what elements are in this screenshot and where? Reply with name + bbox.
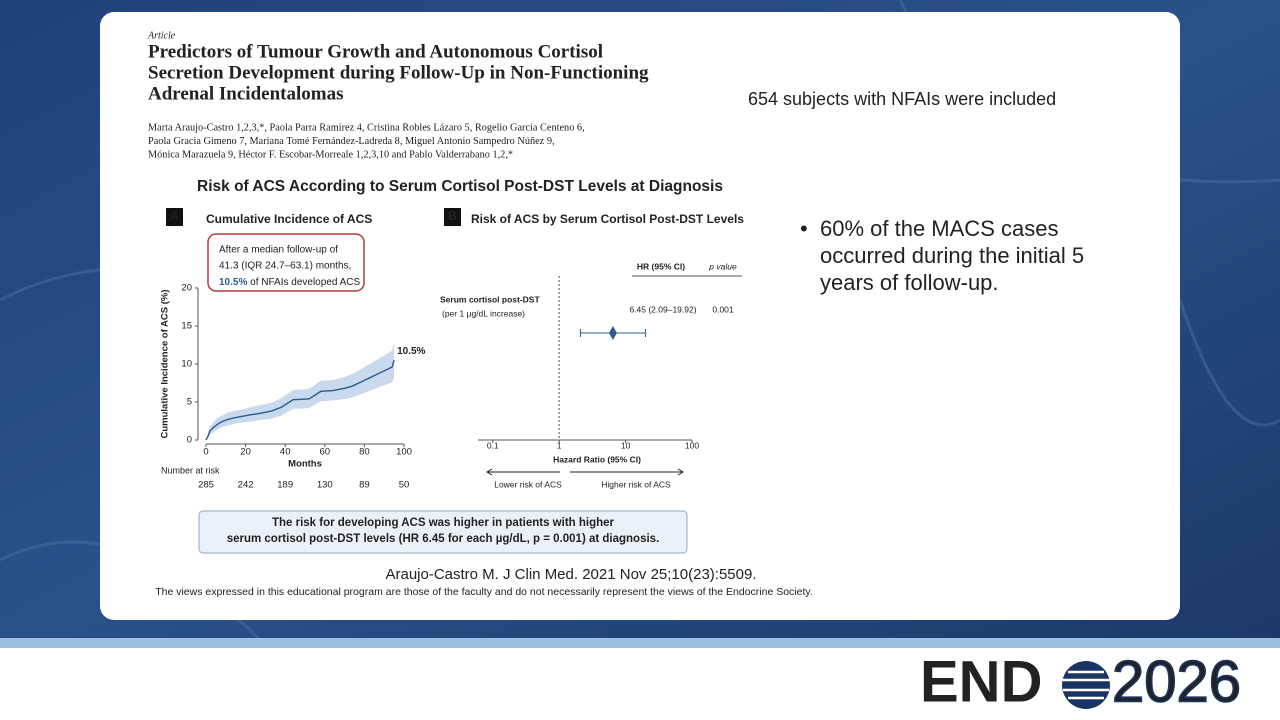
logo-text: END	[920, 649, 1042, 714]
citation: Araujo-Castro M. J Clin Med. 2021 Nov 25…	[385, 566, 756, 583]
article-authors: Paola Gracia Gimeno 7, Mariana Tomé Fern…	[148, 136, 555, 147]
x-tick-label: 60	[320, 447, 331, 458]
panel-title: Risk of ACS by Serum Cortisol Post-DST L…	[471, 212, 744, 226]
y-tick-label: 5	[187, 397, 192, 408]
risk-value: 189	[277, 480, 293, 491]
conclusion-text: serum cortisol post-DST levels (HR 6.45 …	[227, 533, 660, 545]
bullet-text: years of follow-up.	[820, 270, 999, 295]
arrow-label: Lower risk of ACS	[494, 479, 562, 489]
arrow-label: Higher risk of ACS	[601, 479, 671, 489]
x-tick-label: 40	[280, 447, 291, 458]
article-kind: Article	[147, 30, 176, 41]
risk-value: 50	[399, 480, 410, 491]
bullet-text: 60% of the MACS cases	[820, 216, 1058, 241]
row-sublabel: (per 1 µg/dL increase)	[442, 308, 525, 318]
x-axis-label: Hazard Ratio (95% CI)	[553, 454, 641, 464]
callout-text: of NFAIs developed ACS	[247, 277, 360, 288]
figure-title: Risk of ACS According to Serum Cortisol …	[197, 178, 723, 195]
article-authors: Marta Araujo-Castro 1,2,3,*, Paola Parra…	[148, 122, 585, 133]
y-tick-label: 15	[181, 321, 192, 332]
column-header: HR (95% CI)	[637, 261, 685, 271]
article-title: Adrenal Incidentalomas	[148, 83, 343, 104]
y-tick-label: 10	[181, 359, 192, 370]
callout-text: 10.5% of NFAIs developed ACS	[219, 277, 361, 288]
row-label: Serum cortisol post-DST	[440, 294, 540, 304]
panel-box	[166, 208, 183, 226]
y-axis-label: Cumulative Incidence of ACS (%)	[160, 289, 171, 438]
incidence-line	[205, 360, 395, 441]
conclusion-box	[198, 510, 688, 554]
article-title: Secretion Development during Follow-Up i…	[148, 62, 649, 83]
risk-value: 89	[359, 480, 370, 491]
x-tick-label: 80	[359, 447, 370, 458]
arrow	[486, 468, 560, 476]
x-tick-label: 20	[240, 447, 251, 458]
callout-text: After a median follow-up of	[219, 245, 338, 256]
callout-highlight: 10.5%	[219, 277, 247, 288]
y-tick-label: 20	[181, 283, 192, 294]
disclaimer: The views expressed in this educational …	[155, 586, 813, 598]
risk-value: 242	[238, 480, 254, 491]
panel-label: A	[170, 209, 179, 223]
p-value: 0.001	[712, 304, 734, 314]
right-heading: 654 subjects with NFAIs were included	[748, 89, 1056, 109]
x-tick-label: 1	[557, 440, 562, 450]
x-tick-label: 10	[621, 440, 631, 450]
x-tick-label: 0.1	[487, 440, 499, 450]
hr-diamond	[608, 326, 617, 340]
arrow	[570, 468, 684, 476]
conclusion-text: The risk for developing ACS was higher i…	[272, 517, 615, 529]
x-axis-label: Months	[288, 459, 322, 470]
hr-value: 6.45 (2.09–19.92)	[629, 304, 696, 314]
risk-value: 130	[317, 480, 333, 491]
panel-label: B	[448, 209, 457, 223]
y-tick-label: 0	[187, 435, 192, 446]
article-authors: Mónica Marazuela 9, Héctor F. Escobar-Mo…	[148, 149, 513, 160]
callout-box	[207, 233, 365, 292]
logo-globe	[1062, 661, 1110, 709]
panel-title: Cumulative Incidence of ACS	[206, 212, 372, 226]
confidence-band	[206, 342, 395, 440]
article-title: Predictors of Tumour Growth and Autonomo…	[148, 41, 603, 62]
bullet-dot: •	[800, 216, 808, 241]
x-tick-label: 100	[396, 447, 412, 458]
end-label: 10.5%	[397, 346, 425, 357]
logo-text: 2026	[1112, 649, 1241, 714]
risk-label: Number at risk	[161, 465, 220, 475]
content-card	[100, 12, 1180, 620]
callout-text: 41.3 (IQR 24.7–63.1) months,	[219, 261, 351, 272]
x-tick-label: 0	[203, 447, 208, 458]
stripe	[0, 638, 1280, 648]
bullet-text: occurred during the initial 5	[820, 243, 1084, 268]
panel-box	[444, 208, 461, 226]
column-header: p value	[708, 261, 737, 271]
x-tick-label: 100	[685, 440, 699, 450]
risk-value: 285	[198, 480, 214, 491]
